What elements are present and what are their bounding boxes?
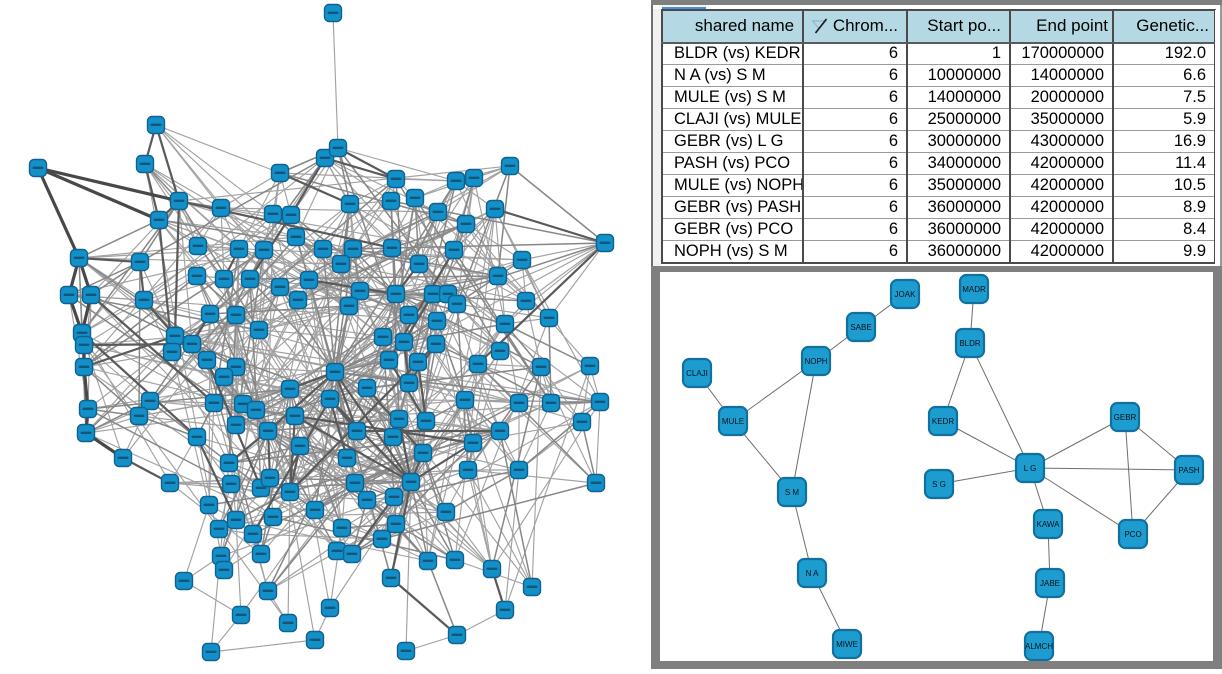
- svg-text:S G: S G: [932, 480, 946, 489]
- svg-text:PCO: PCO: [1124, 530, 1141, 539]
- svg-text:N A: N A: [806, 569, 820, 578]
- svg-text:KEDR: KEDR: [932, 417, 954, 426]
- svg-text:S M: S M: [785, 488, 800, 497]
- svg-text:KAWA: KAWA: [1037, 520, 1061, 529]
- svg-text:MULE: MULE: [722, 417, 744, 426]
- svg-text:MIWE: MIWE: [836, 640, 858, 649]
- svg-text:GEBR: GEBR: [1114, 413, 1137, 422]
- svg-text:SABE: SABE: [850, 323, 871, 332]
- svg-text:L G: L G: [1024, 464, 1037, 473]
- svg-text:PASH: PASH: [1178, 466, 1199, 475]
- svg-text:ALMCH: ALMCH: [1025, 642, 1053, 651]
- svg-text:BLDR: BLDR: [959, 339, 981, 348]
- svg-text:CLAJI: CLAJI: [686, 369, 708, 378]
- svg-text:MADR: MADR: [962, 285, 986, 294]
- svg-text:JABE: JABE: [1040, 579, 1060, 588]
- svg-text:NOPH: NOPH: [804, 357, 827, 366]
- svg-text:JOAK: JOAK: [895, 290, 917, 299]
